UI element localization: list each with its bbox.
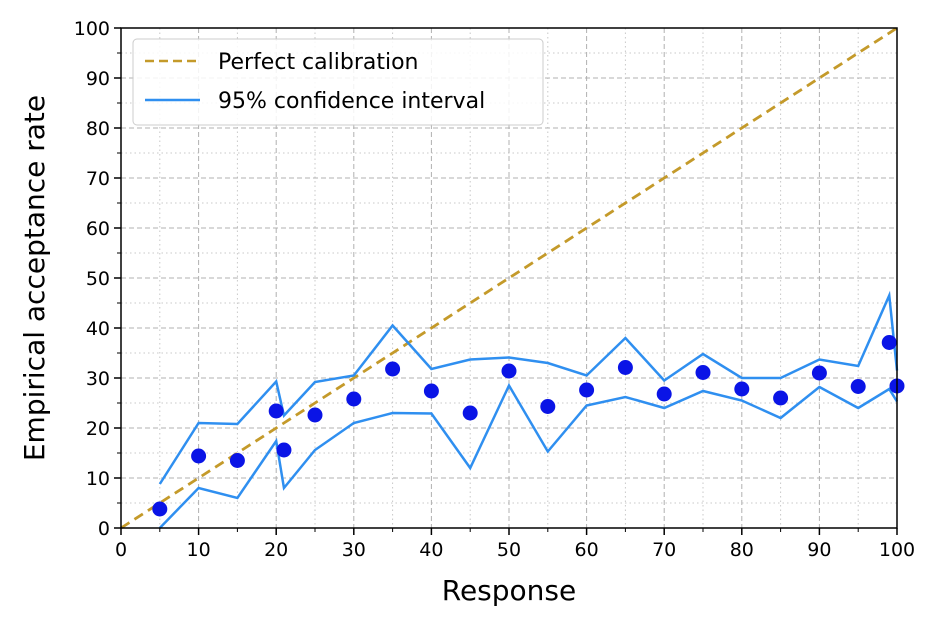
data-point (501, 363, 517, 379)
y-tick-label: 60 (86, 218, 110, 240)
legend: Perfect calibration 95% confidence inter… (132, 38, 544, 126)
data-point (617, 360, 633, 375)
data-point (773, 390, 789, 406)
ci-lower-line (158, 382, 899, 529)
x-tick-label: 10 (187, 539, 211, 561)
data-points-layer (152, 335, 905, 517)
legend-ci-label: 95% confidence interval (218, 89, 485, 114)
y-tick-label: 0 (98, 518, 110, 540)
y-tick-label: 70 (86, 168, 110, 190)
y-tick-label: 10 (86, 468, 110, 490)
y-tick-label: 50 (86, 268, 110, 290)
legend-box (132, 38, 544, 126)
data-point (268, 403, 284, 419)
confidence-interval-layer (158, 290, 899, 529)
y-axis-label: Empirical acceptance rate (18, 95, 51, 461)
data-point (656, 386, 672, 402)
x-tick-label: 100 (879, 539, 915, 561)
y-tick-label: 80 (86, 118, 110, 140)
data-point (850, 379, 866, 394)
calibration-layer (120, 26, 898, 530)
y-tick-label: 90 (86, 68, 110, 90)
data-point (423, 383, 439, 399)
data-point (540, 399, 556, 414)
data-point (229, 453, 245, 468)
data-point (191, 448, 207, 464)
y-tick-label: 30 (86, 368, 110, 390)
x-tick-label: 30 (342, 539, 366, 561)
data-point (462, 405, 478, 421)
x-tick-label: 80 (730, 539, 754, 561)
data-point (734, 381, 750, 397)
data-point (346, 391, 362, 407)
y-tick-label: 20 (86, 418, 110, 440)
data-point (276, 442, 292, 458)
x-tick-label: 60 (575, 539, 599, 561)
data-point (695, 365, 711, 380)
legend-calibration-label: Perfect calibration (218, 50, 419, 75)
x-tick-label: 0 (115, 539, 127, 561)
x-tick-label: 70 (652, 539, 676, 561)
data-point (811, 365, 827, 381)
x-axis-label: Response (442, 574, 576, 607)
data-point (385, 361, 401, 377)
x-tick-label: 90 (807, 539, 831, 561)
data-point (152, 501, 168, 517)
y-tick-label: 40 (86, 318, 110, 340)
y-tick-label: 100 (74, 18, 110, 40)
data-point (881, 335, 897, 350)
x-tick-label: 50 (497, 539, 521, 561)
data-point (579, 382, 595, 398)
data-point (307, 407, 323, 423)
ci-upper-line (158, 290, 899, 485)
axis-ticks: 0 10 20 30 40 50 60 70 80 90 100 0 10 20 30 40 50 60 70 80 9… (74, 18, 915, 561)
perfect-calibration-line (120, 26, 898, 530)
x-tick-label: 20 (264, 539, 288, 561)
x-tick-label: 40 (419, 539, 443, 561)
